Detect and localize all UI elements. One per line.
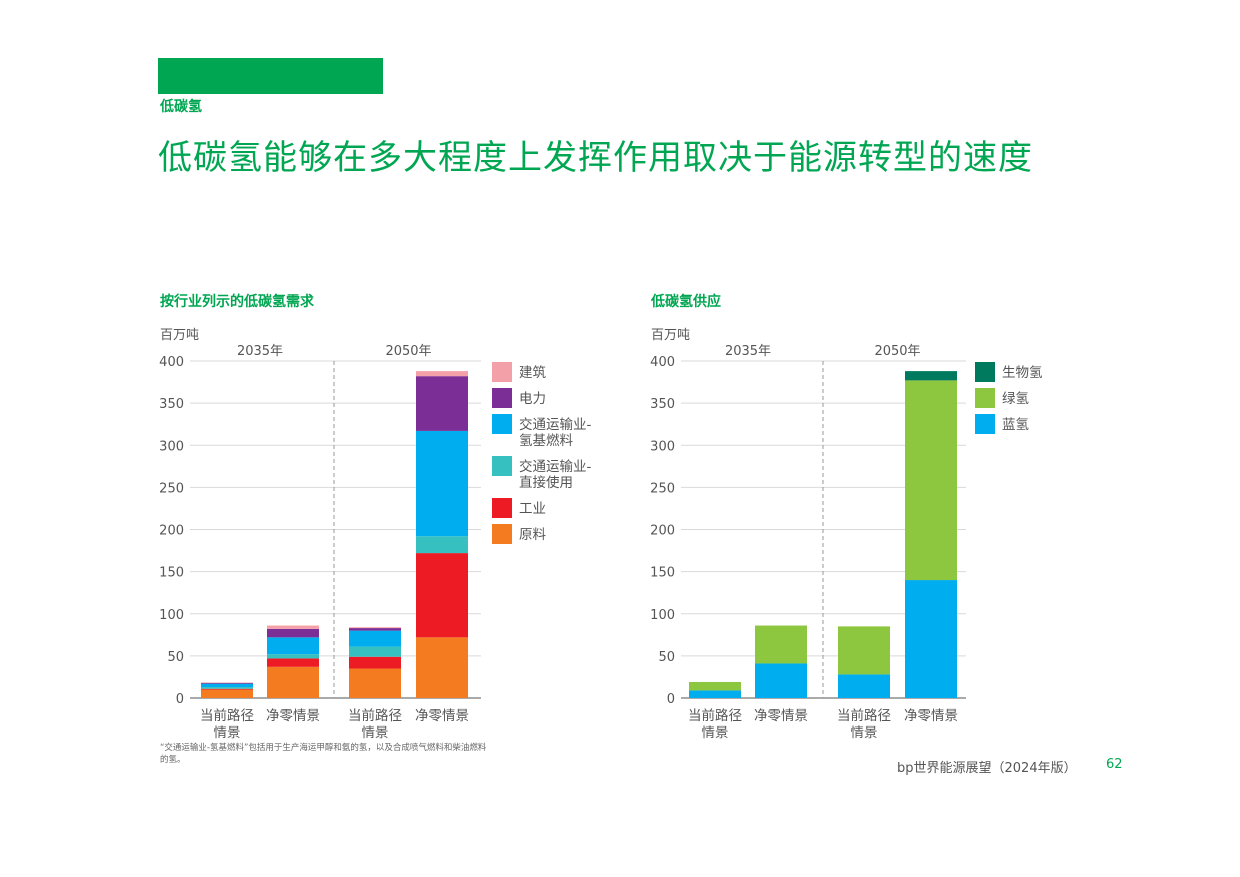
bar-segment xyxy=(349,628,401,631)
legend-swatch xyxy=(492,456,512,476)
bar-segment xyxy=(838,626,890,675)
bar-segment xyxy=(349,668,401,698)
group-label: 2035年 xyxy=(725,344,771,359)
bar-segment xyxy=(267,666,319,698)
y-tick-label: 0 xyxy=(176,692,184,707)
bar-segment xyxy=(201,683,253,688)
legend-label: 电力 xyxy=(519,391,546,407)
y-tick-label: 400 xyxy=(650,355,675,370)
bar-segment xyxy=(905,380,957,581)
bar-segment xyxy=(201,688,253,690)
bar-segment xyxy=(755,663,807,698)
legend-label: 交通运输业- xyxy=(519,416,591,433)
legend-label: 绿氢 xyxy=(1002,391,1030,407)
x-category-label: 情景 xyxy=(851,725,878,741)
supply-chart-title: 低碳氢供应 xyxy=(651,294,721,310)
x-category-label: 净零情景 xyxy=(266,708,320,724)
supply-chart-unit: 百万吨 xyxy=(651,328,691,343)
bar-segment xyxy=(201,682,253,684)
legend-label: 原料 xyxy=(519,527,547,543)
legend-label: 生物氢 xyxy=(1002,365,1043,381)
y-tick-label: 400 xyxy=(159,355,184,370)
bar-segment xyxy=(416,376,468,431)
bar-segment xyxy=(201,687,253,689)
legend-swatch xyxy=(492,524,512,544)
header-accent-bar xyxy=(158,58,383,94)
y-tick-label: 100 xyxy=(650,608,675,623)
x-category-label: 情景 xyxy=(214,725,241,741)
x-category-label: 当前路径 xyxy=(688,707,742,724)
bar-segment xyxy=(755,625,807,664)
legend-swatch xyxy=(975,362,995,382)
bar-segment xyxy=(201,689,253,698)
bar-segment xyxy=(416,430,468,537)
x-category-label: 净零情景 xyxy=(904,708,958,724)
legend-label: 氢基燃料 xyxy=(519,432,573,449)
y-tick-label: 350 xyxy=(650,397,675,412)
bar-segment xyxy=(349,627,401,629)
x-category-label: 当前路径 xyxy=(348,707,402,724)
page-title: 低碳氢能够在多大程度上发挥作用取决于能源转型的速度 xyxy=(158,138,1033,178)
bar-segment xyxy=(838,674,890,698)
y-tick-label: 350 xyxy=(159,397,184,412)
footnote: “交通运输业-氢基燃料”包括用于生产海运甲醇和氨的氢，以及合成喷气燃料和柴油燃料… xyxy=(160,743,487,765)
y-tick-label: 100 xyxy=(159,608,184,623)
y-tick-label: 50 xyxy=(658,650,675,665)
bar-segment xyxy=(349,656,401,669)
legend-swatch xyxy=(492,388,512,408)
demand-chart-title: 按行业列示的低碳氢需求 xyxy=(160,294,314,310)
legend-swatch xyxy=(492,498,512,518)
legend-swatch xyxy=(975,388,995,408)
y-tick-label: 300 xyxy=(650,439,675,454)
x-category-label: 情景 xyxy=(362,725,389,741)
legend-label: 直接使用 xyxy=(519,474,573,491)
legend-swatch xyxy=(975,414,995,434)
bar-segment xyxy=(267,625,319,629)
bar-segment xyxy=(905,371,957,381)
bar-segment xyxy=(905,580,957,698)
bar-segment xyxy=(267,658,319,667)
legend-label: 工业 xyxy=(519,501,546,517)
bar-segment xyxy=(267,628,319,638)
bar-segment xyxy=(267,654,319,659)
bar-segment xyxy=(416,371,468,377)
x-category-label: 净零情景 xyxy=(415,708,469,724)
legend-swatch xyxy=(492,414,512,434)
x-category-label: 当前路径 xyxy=(837,707,891,724)
group-label: 2050年 xyxy=(385,344,431,359)
y-tick-label: 250 xyxy=(159,481,184,496)
bar-segment xyxy=(349,630,401,647)
y-tick-label: 300 xyxy=(159,439,184,454)
bar-segment xyxy=(416,536,468,554)
bar-segment xyxy=(416,637,468,698)
bar-segment xyxy=(267,637,319,655)
x-category-label: 净零情景 xyxy=(754,708,808,724)
y-tick-label: 50 xyxy=(167,650,184,665)
y-tick-label: 250 xyxy=(650,481,675,496)
legend-label: 蓝氢 xyxy=(1002,417,1030,433)
demand-chart-unit: 百万吨 xyxy=(160,328,200,343)
bar-segment xyxy=(689,681,741,691)
legend-label: 交通运输业- xyxy=(519,458,591,475)
group-label: 2050年 xyxy=(874,344,920,359)
y-tick-label: 150 xyxy=(159,566,184,581)
x-category-label: 情景 xyxy=(702,725,729,741)
y-tick-label: 200 xyxy=(159,524,184,539)
page-number: 62 xyxy=(1106,757,1123,772)
x-category-label: 当前路径 xyxy=(200,707,254,724)
group-label: 2035年 xyxy=(237,344,283,359)
bar-segment xyxy=(416,553,468,638)
y-tick-label: 0 xyxy=(667,692,675,707)
y-tick-label: 150 xyxy=(650,566,675,581)
bar-segment xyxy=(349,646,401,657)
publication-title: bp世界能源展望（2024年版） xyxy=(897,761,1077,776)
legend-swatch xyxy=(492,362,512,382)
y-tick-label: 200 xyxy=(650,524,675,539)
bar-segment xyxy=(689,690,741,698)
legend-label: 建筑 xyxy=(519,365,547,381)
section-label: 低碳氢 xyxy=(160,99,202,115)
